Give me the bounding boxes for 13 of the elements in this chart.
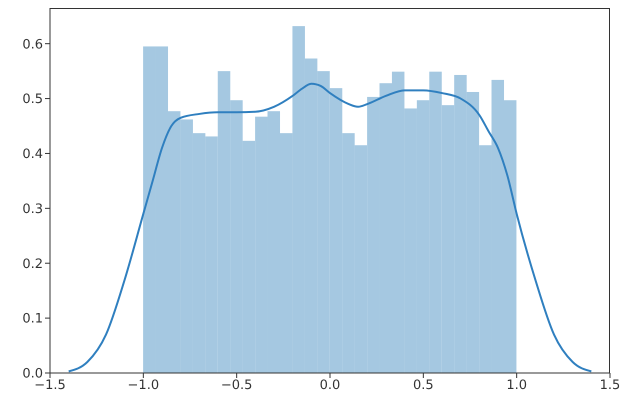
y-tick-label: 0.1 xyxy=(22,312,43,327)
y-tick-label: 0.2 xyxy=(22,256,43,272)
x-tick-label: 1.5 xyxy=(600,378,620,394)
y-tick-label: 0.5 xyxy=(22,92,43,108)
y-tick-label: 0.3 xyxy=(22,202,43,217)
y-tick-label: 0.4 xyxy=(22,147,43,162)
line-series xyxy=(68,82,592,372)
x-tick-label: 1.0 xyxy=(506,378,528,394)
y-tick-label: 0.6 xyxy=(22,37,43,52)
x-tick-label: −0.5 xyxy=(220,378,252,394)
x-tick-label: 0.5 xyxy=(412,378,434,394)
x-tick-label: 0.0 xyxy=(320,378,340,394)
x-tick-label: −1.0 xyxy=(128,378,160,394)
